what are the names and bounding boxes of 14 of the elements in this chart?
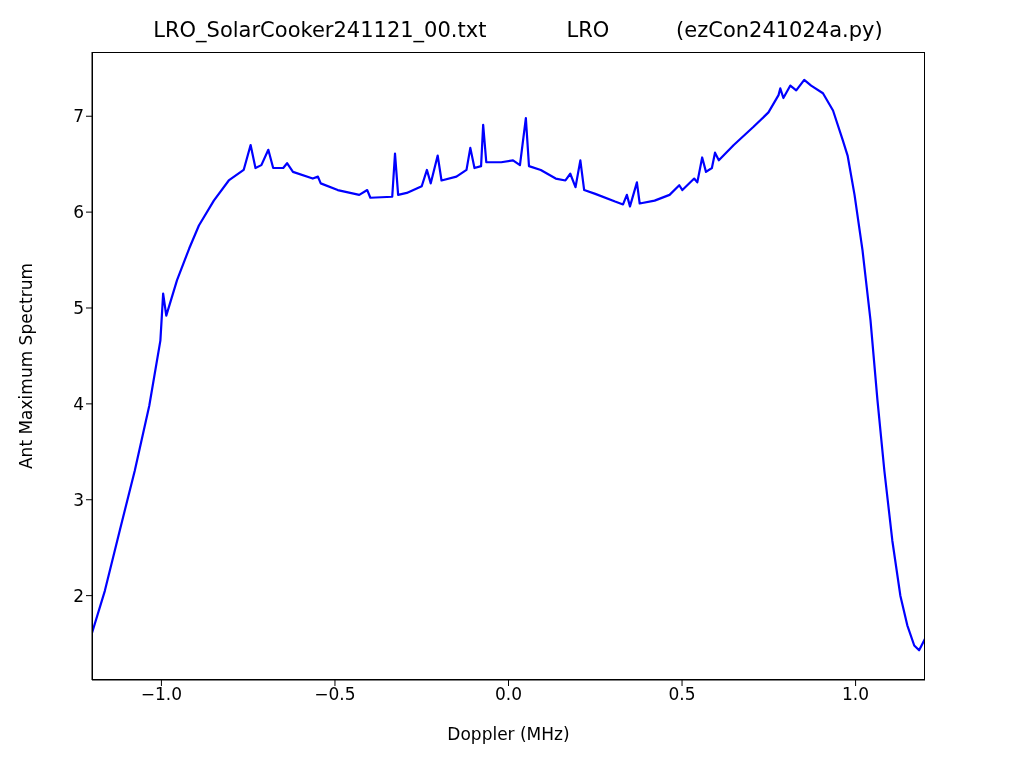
x-tick-label: 0.5 bbox=[668, 684, 696, 705]
x-axis-title: Doppler (MHz) bbox=[447, 724, 570, 744]
y-tick-label: 3 bbox=[73, 489, 84, 510]
x-tick-label: −1.0 bbox=[140, 684, 183, 705]
y-tick-label: 5 bbox=[73, 298, 84, 319]
x-tick-label: −0.5 bbox=[314, 684, 356, 705]
chart-title: LRO_SolarCooker241121_00.txt LRO (ezCon241024a.py) bbox=[152, 17, 884, 45]
x-tick-label: 1.0 bbox=[842, 684, 870, 705]
y-tick-label: 2 bbox=[73, 585, 84, 606]
y-tick-label: 6 bbox=[73, 202, 84, 223]
y-tick-label: 4 bbox=[73, 393, 84, 414]
y-tick-label: 7 bbox=[73, 106, 84, 127]
x-tick-label: 0.0 bbox=[494, 684, 523, 705]
y-axis-title: Ant Maximum Spectrum bbox=[16, 262, 37, 470]
